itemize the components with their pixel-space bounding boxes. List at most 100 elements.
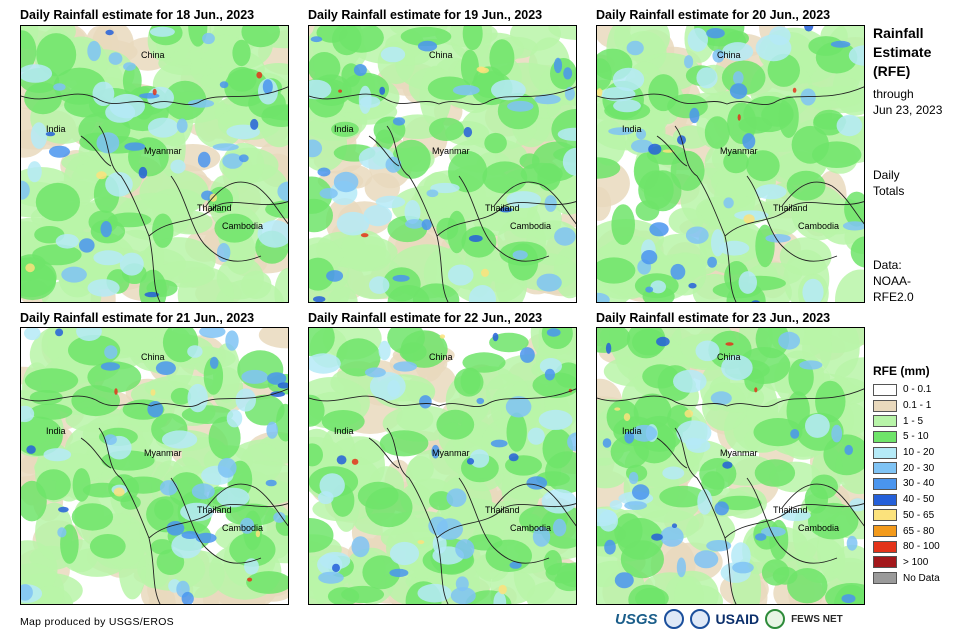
rainfall-patch: [380, 46, 406, 63]
rainfall-patch: [684, 55, 694, 69]
legend-swatch: [873, 446, 897, 459]
rainfall-patch: [266, 421, 278, 439]
rainfall-patch: [850, 236, 864, 268]
rainfall-patch: [743, 214, 755, 224]
rainfall-patch: [481, 268, 489, 277]
rainfall-patch: [209, 356, 219, 369]
rainfall-patch: [642, 364, 679, 389]
rainfall-patch: [364, 367, 386, 378]
rainfall-patch: [26, 445, 36, 454]
rainfall-patch: [641, 250, 658, 265]
country-border: [368, 437, 400, 469]
rainfall-patch: [626, 40, 644, 56]
legend-label: 1 - 5: [903, 415, 924, 427]
rainfall-patch: [421, 219, 432, 231]
rainfall-patch: [36, 33, 77, 77]
rainfall-patch: [602, 438, 612, 448]
rainfall-patch: [765, 234, 791, 243]
rainfall-patch: [671, 523, 678, 528]
rainfall-patch: [119, 252, 144, 276]
rainfall-patch: [369, 276, 390, 294]
rainfall-patch: [702, 382, 748, 431]
rainfall-patch: [152, 213, 174, 248]
legend-label: 65 - 80: [903, 525, 935, 537]
rainfall-patch: [505, 396, 532, 418]
map-label-thailand: Thailand: [197, 505, 232, 515]
rainfall-patch: [155, 361, 176, 375]
legend-item: 0.1 - 1: [873, 398, 940, 414]
legend-swatch: [873, 493, 897, 506]
logo-strip: USGS USAID FEWS NET: [615, 607, 843, 631]
rainfall-patch: [124, 142, 146, 151]
rainfall-patch: [417, 40, 438, 52]
rainfall-patch: [791, 125, 829, 164]
legend-item: 1 - 5: [873, 413, 940, 429]
legend-swatch: [873, 540, 897, 553]
rainfall-patch: [393, 361, 417, 372]
rainfall-patch: [225, 330, 239, 351]
legend-item: No Data: [873, 570, 940, 586]
rainfall-patch: [792, 87, 797, 93]
rainfall-patch: [171, 533, 202, 559]
rainfall-patch: [648, 143, 662, 155]
rainfall-patch: [563, 67, 573, 80]
legend-items: 0 - 0.1 0.1 - 1 1 - 5 5 - 10 10 - 20 20 - 30 3…: [873, 382, 940, 586]
country-border: [781, 483, 864, 527]
rainfall-patch: [147, 117, 179, 138]
rainfall-patch: [624, 431, 635, 444]
rainfall-patch: [721, 354, 753, 381]
rainfall-patch: [163, 80, 207, 121]
rainfall-patch: [92, 81, 115, 106]
country-border: [205, 483, 288, 527]
rainfall-patch: [191, 483, 215, 500]
rainfall-patch: [30, 403, 73, 420]
rainfall-patch: [105, 29, 114, 36]
rainfall-patch: [150, 389, 156, 396]
rainfall-patch: [82, 482, 123, 498]
rainfall-patch: [214, 213, 255, 243]
rainfall-patch: [267, 372, 287, 385]
rainfall-patch: [714, 501, 729, 516]
rainfall-patch: [309, 257, 335, 291]
rainfall-patch: [455, 539, 475, 559]
rainfall-patch: [476, 66, 486, 73]
rainfall-patch: [217, 243, 231, 262]
rainfall-patch: [235, 388, 256, 412]
rainfall-patch: [351, 536, 370, 558]
rainfall-patch: [643, 170, 682, 212]
legend-item: 20 - 30: [873, 460, 940, 476]
rainfall-patch: [32, 244, 82, 266]
rainfall-patch: [71, 503, 114, 531]
rainfall-patch: [711, 229, 725, 257]
rainfall-patch: [729, 83, 748, 99]
map-label-china: China: [429, 50, 453, 60]
rainfall-patch: [645, 286, 654, 293]
rainfall-patch: [670, 150, 705, 191]
legend-label: 0.1 - 1: [903, 400, 932, 412]
rainfall-patch: [710, 391, 732, 406]
rainfall-patch: [844, 191, 864, 227]
map-label-cambodia: Cambodia: [798, 221, 840, 231]
rainfall-patch: [392, 139, 431, 179]
rainfall-patch: [623, 413, 631, 422]
legend-swatch: [873, 462, 897, 475]
rainfall-patch: [810, 474, 838, 500]
rainfall-patch: [161, 430, 198, 449]
rainfall-patch: [536, 273, 562, 292]
rainfall-patch: [512, 250, 528, 260]
rainfall-patch: [219, 81, 229, 89]
rainfall-patch: [21, 64, 53, 83]
rainfall-patch: [27, 161, 42, 183]
map-label-myanmar: Myanmar: [144, 146, 182, 156]
legend-label: 50 - 65: [903, 509, 935, 521]
rainfall-patch: [482, 161, 528, 194]
country-border: [493, 181, 576, 225]
country-border: [309, 388, 576, 408]
rainfall-patch: [628, 471, 639, 485]
rainfall-patch: [58, 506, 69, 513]
map-label-china: China: [717, 50, 741, 60]
rainfall-patch: [632, 484, 650, 500]
rainfall-patch: [21, 30, 37, 73]
rainfall-patch: [326, 270, 344, 282]
rainfall-patch: [187, 383, 208, 413]
